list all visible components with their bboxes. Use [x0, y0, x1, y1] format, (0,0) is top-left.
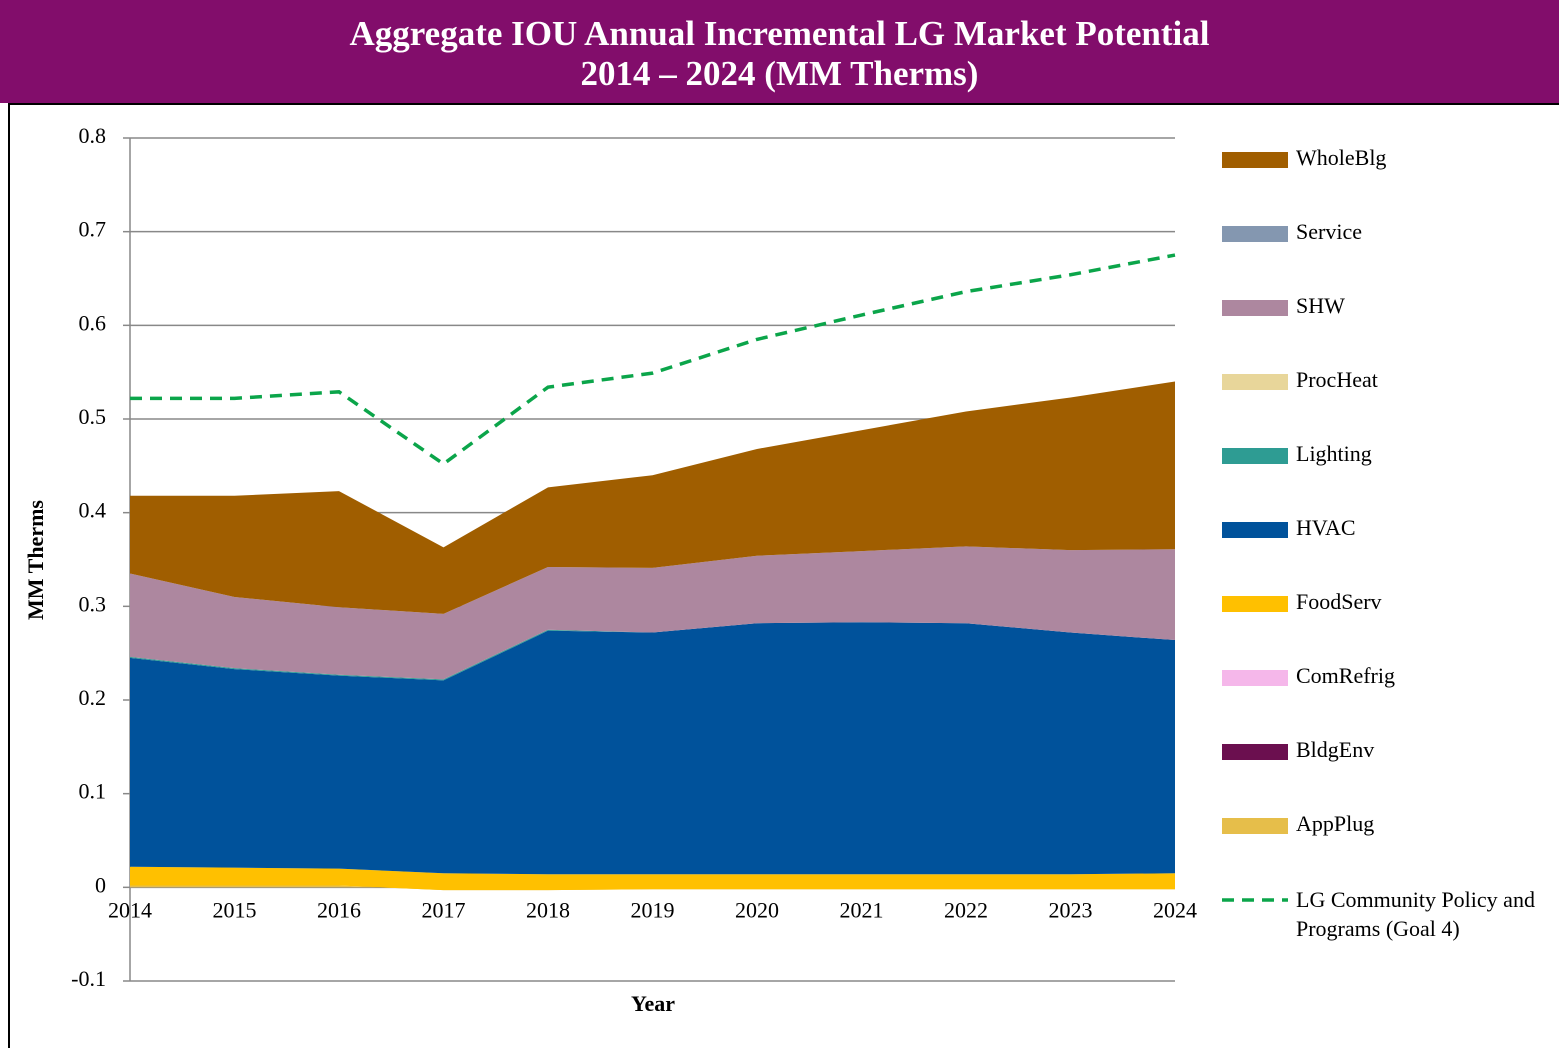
legend-swatch [1222, 670, 1288, 686]
legend-label: AppPlug [1296, 811, 1374, 836]
y-tick-label: -0.1 [71, 966, 106, 991]
line [130, 253, 1176, 467]
legend-label: WholeBlg [1296, 145, 1386, 170]
legend-swatch [1222, 374, 1288, 390]
area [130, 381, 1175, 614]
x-tick-label: 2019 [631, 897, 675, 922]
legend-swatch [1222, 744, 1288, 760]
legend-label: Service [1296, 219, 1362, 244]
area [130, 866, 1175, 891]
y-tick-label: 0.2 [79, 685, 107, 710]
legend-swatch [1222, 522, 1288, 538]
y-tick-label: 0.6 [79, 310, 107, 335]
chart-title: Aggregate IOU Annual Incremental LG Mark… [349, 14, 1210, 53]
x-tick-label: 2024 [1153, 897, 1197, 922]
x-tick-label: 2021 [840, 897, 884, 922]
legend-swatch [1222, 226, 1288, 242]
legend-label: LG Community Policy and Programs (Goal 4… [1296, 887, 1535, 941]
y-tick-label: 0.7 [79, 217, 107, 242]
x-tick-label: 2015 [213, 897, 257, 922]
x-tick-label: 2017 [422, 897, 466, 922]
area [130, 622, 1175, 875]
area [130, 546, 1175, 680]
y-tick-label: 0.4 [79, 498, 107, 523]
chart-frame [8, 103, 1559, 1048]
legend-swatch [1222, 596, 1288, 612]
legend-label: ComRefrig [1296, 663, 1395, 688]
legend-swatch [1222, 818, 1288, 834]
legend-label: Lighting [1296, 441, 1372, 466]
legend-label: HVAC [1296, 515, 1356, 540]
x-axis-label: Year [631, 991, 675, 1016]
y-tick-label: 0.8 [79, 123, 107, 148]
legend-label: ProcHeat [1296, 367, 1378, 392]
x-tick-label: 2022 [944, 897, 988, 922]
legend-label: FoodServ [1296, 589, 1382, 614]
y-tick-label: 0 [95, 872, 106, 897]
legend-swatch [1222, 300, 1288, 316]
x-tick-label: 2023 [1049, 897, 1093, 922]
legend-swatch [1222, 448, 1288, 464]
y-tick-label: 0.3 [79, 591, 107, 616]
x-tick-label: 2018 [526, 897, 570, 922]
x-tick-label: 2016 [317, 897, 361, 922]
y-tick-label: 0.1 [79, 779, 107, 804]
y-axis-label: MM Therms [23, 500, 48, 620]
chart-subtitle: 2014 – 2024 (MM Therms) [580, 54, 979, 93]
x-tick-label: 2014 [108, 897, 152, 922]
title-bar: Aggregate IOU Annual Incremental LG Mark… [0, 0, 1559, 103]
legend-label: BldgEnv [1296, 737, 1374, 762]
legend-swatch [1222, 152, 1288, 168]
x-tick-label: 2020 [735, 897, 779, 922]
y-tick-label: 0.5 [79, 404, 107, 429]
legend-label: SHW [1296, 293, 1345, 318]
